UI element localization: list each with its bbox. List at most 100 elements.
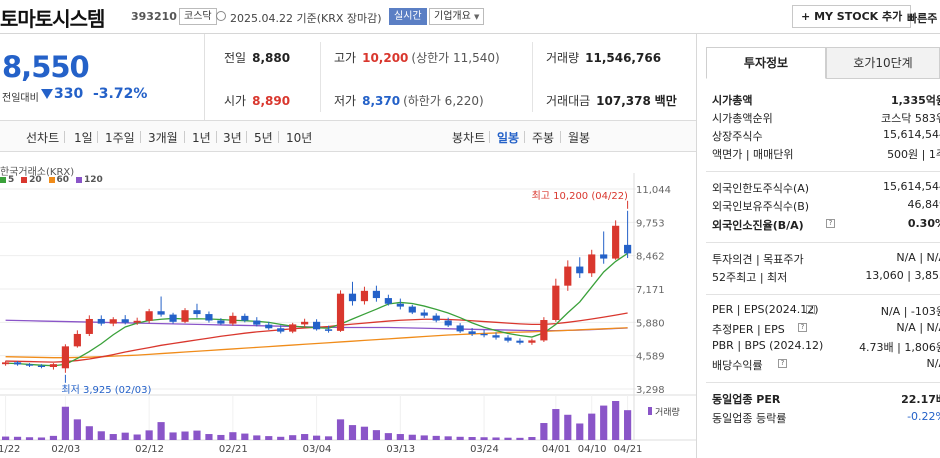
help-icon[interactable]: ?: [778, 359, 787, 368]
candle-body: [624, 244, 632, 254]
tab-daily[interactable]: 일봉: [497, 131, 520, 145]
stock-name: 토마토시스템: [0, 7, 105, 31]
candle-body: [217, 320, 225, 324]
stock-header: 토마토시스템 393210 코스닥 2025.04.22 기준(KRX 장마감)…: [0, 0, 940, 34]
tab-line-chart[interactable]: 선차트: [26, 131, 60, 145]
info-row: 외국인한도주식수(A) 15,614,544: [712, 180, 940, 195]
help-icon[interactable]: ?: [798, 323, 807, 332]
tab-investment-info[interactable]: 투자정보: [706, 47, 826, 79]
candle-body: [37, 365, 46, 368]
volume-bar: [408, 434, 416, 440]
info-row: 시가총액순위 코스닥 583위: [712, 110, 940, 125]
candle-body: [336, 293, 345, 331]
tab-3month[interactable]: 3개월: [148, 131, 178, 145]
volume: 거래량 11,546,766: [546, 51, 662, 65]
volume-bar: [193, 430, 201, 440]
candle-body: [49, 364, 58, 368]
candle-body: [492, 335, 500, 338]
volume-bar: [169, 432, 177, 440]
info-row-label: 외국인소진율(B/A): [712, 219, 804, 232]
y-tick-label: 9,753: [636, 218, 665, 229]
info-row-label: PBR | BPS (2024.12): [712, 339, 824, 352]
volume-bar: [277, 436, 285, 440]
tab-1week[interactable]: 1주일: [105, 131, 135, 145]
stock-code: 393210: [131, 10, 177, 23]
info-row: 동일업종 PER 22.17배: [712, 391, 940, 406]
x-tick-label: 02/12: [135, 444, 164, 455]
volume-bar: [552, 409, 560, 440]
candle-body: [145, 311, 153, 321]
x-tick-label: 02/21: [219, 444, 248, 455]
info-row: 외국인보유주식수(B) 46,849: [712, 198, 940, 213]
candle-body: [396, 303, 404, 307]
volume-bar: [313, 435, 321, 440]
volume-bar: [528, 437, 536, 440]
tab-10year[interactable]: 10년: [286, 131, 313, 145]
volume-bar: [85, 426, 93, 440]
price-chart[interactable]: 한국거래소(KRX) 5 20 60 120 11,044 9,753 8,462 7…: [0, 153, 696, 458]
volume-bar: [324, 436, 333, 440]
volume-bar: [336, 419, 345, 440]
quick-order-button[interactable]: 빠른주: [907, 12, 938, 25]
y-tick-label: 7,171: [636, 285, 665, 296]
info-row-value: 코스닥 583위: [881, 112, 940, 125]
info-row: 상장주식수 15,614,544: [712, 128, 940, 143]
help-icon[interactable]: ?: [806, 305, 815, 314]
tab-candle-chart[interactable]: 봉차트: [452, 131, 486, 145]
y-tick-label: 5,880: [636, 318, 665, 329]
volume-bar: [157, 422, 165, 440]
info-row-label: 배당수익률: [712, 359, 763, 372]
info-row-label: 시가총액: [712, 94, 753, 107]
candle-body: [13, 362, 22, 365]
candle-body: [588, 254, 596, 274]
clock-icon: [216, 11, 226, 21]
tab-weekly[interactable]: 주봉: [532, 131, 555, 145]
candle-body: [73, 333, 81, 347]
volume-bar: [432, 435, 440, 440]
candle-body: [516, 340, 524, 343]
chevron-down-icon: ▼: [474, 13, 480, 21]
info-row-value: N/A: [926, 357, 940, 370]
x-tick-label: 02/03: [51, 444, 80, 455]
company-overview-button[interactable]: 기업개요 ▼: [429, 8, 485, 25]
candle-body: [552, 285, 560, 321]
ma-legend-60: 60: [48, 175, 69, 185]
info-row-label: 상장주식수: [712, 130, 763, 143]
volume-label: 거래량: [655, 406, 680, 418]
info-row-label: 동일업종 등락률: [712, 412, 787, 425]
add-my-stock-button[interactable]: + MY STOCK 추가: [792, 5, 912, 28]
tab-5year[interactable]: 5년: [254, 131, 273, 145]
candle-body: [85, 318, 93, 334]
volume-bar: [624, 410, 632, 440]
volume-bar: [133, 434, 141, 440]
x-tick-label: 03/24: [470, 444, 499, 455]
candle-body: [109, 319, 117, 324]
candle-body: [564, 266, 572, 286]
tab-monthly[interactable]: 월봉: [568, 131, 591, 145]
ma-legend-120: 120: [75, 175, 103, 185]
candle-body: [600, 254, 608, 259]
volume-legend-swatch: [648, 407, 652, 415]
low-price: 저가 8,370 (하한가 6,220): [334, 94, 484, 108]
volume-bar: [289, 435, 297, 440]
realtime-badge[interactable]: 실시간: [389, 8, 427, 25]
help-icon[interactable]: ?: [826, 219, 835, 228]
candle-body: [169, 314, 177, 322]
candle-body: [384, 298, 392, 304]
volume-bar: [217, 434, 225, 440]
tab-order-book[interactable]: 호가10단계: [826, 47, 940, 79]
volume-bar: [253, 435, 261, 440]
candle-body: [576, 266, 584, 274]
chart-source: 한국거래소(KRX): [0, 167, 75, 178]
x-tick-label: 04/21: [614, 444, 643, 455]
tab-3year[interactable]: 3년: [223, 131, 242, 145]
tab-1year[interactable]: 1년: [192, 131, 211, 145]
volume-bar: [504, 437, 512, 440]
info-row-label: 시가총액순위: [712, 112, 773, 125]
investment-info-panel: 투자정보 호가10단계 시가총액 1,335억원시가총액순위 코스닥 583위상장주…: [706, 47, 940, 458]
tab-1day[interactable]: 1일: [74, 131, 93, 145]
current-price: 8,550: [2, 50, 90, 84]
candle-body: [360, 290, 369, 302]
info-row-label: 액면가 | 매매단위: [712, 148, 794, 161]
y-tick-label: 3,298: [636, 385, 665, 396]
